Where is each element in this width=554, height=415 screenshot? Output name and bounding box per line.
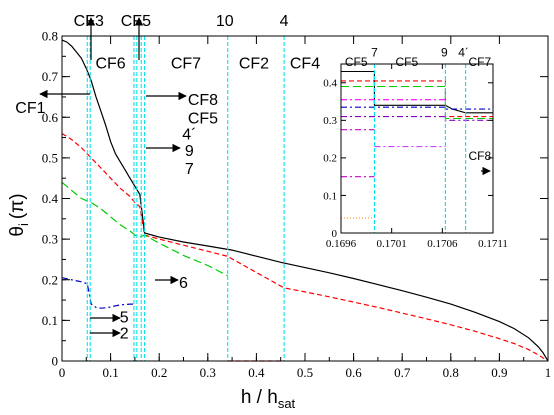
main-xtick-label-2: 0.2 (151, 365, 167, 380)
main-ytick-label-6: 0.6 (42, 110, 59, 125)
y-axis-label: θi(π) (7, 193, 31, 236)
main-xtick-label-9: 0.9 (491, 365, 507, 380)
inset-label-0: 7 (371, 45, 378, 59)
inset-label-5: CF7 (468, 55, 491, 69)
main-label-11: 4´ (182, 127, 196, 144)
main-xtick-label-8: 0.8 (443, 365, 459, 380)
main-ytick-label-2: 0.2 (42, 272, 58, 287)
inset-cyan-vlines (373, 64, 467, 233)
main-xtick-label-7: 0.7 (394, 365, 411, 380)
main-label-6: CF2 (239, 56, 269, 73)
main-ytick-label-4: 0.4 (42, 191, 59, 206)
main-label-3: 4 (280, 13, 289, 30)
inset-ytick-label-4: 0.4 (323, 78, 337, 90)
main-axis-ticks: 0 0.1 0.2 0.3 0.4 0.5 0.6 0.7 0.8 0.9 100.10.20.30… (42, 29, 552, 380)
inset-ytick-label-1: 0.1 (323, 190, 337, 202)
main-label-10: CF5 (188, 110, 218, 127)
inset-plot: 0.1696 0.1701 0.1706 0.1711 0 0.1 0.2 0.3 0.4 7 9… (323, 45, 508, 250)
main-label-9: CF8 (188, 92, 218, 109)
main-label-8: CF1 (15, 100, 45, 117)
main-ytick-label-1: 0.1 (42, 313, 58, 328)
main-ytick-label-7: 0.7 (42, 69, 59, 84)
inset-background (341, 64, 493, 233)
inset-label-6: CF8 (468, 149, 491, 163)
inset-xtick-label-3: 0.1711 (478, 238, 508, 250)
annotation-arrows (39, 17, 187, 338)
main-xtick-label-10: 1 (545, 365, 552, 380)
main-xtick-label-5: 0.5 (297, 365, 313, 380)
inset-xtick-label-1: 0.1701 (377, 238, 407, 250)
main-label-0: CF3 (74, 13, 104, 30)
main-xtick-label-1: 0.1 (102, 365, 118, 380)
inset-xtick-label-0: 0.1696 (326, 238, 357, 250)
main-label-7: CF4 (290, 56, 320, 73)
inset-series-line-4 (341, 106, 493, 110)
main-ytick-label-0: 0 (52, 354, 59, 369)
inset-label-1: 9 (441, 45, 448, 59)
main-label-16: 2 (120, 326, 129, 343)
main-xtick-label-4: 0.4 (248, 365, 265, 380)
main-label-4: CF6 (95, 56, 125, 73)
main-label-12: 9 (185, 143, 194, 160)
main-ytick-label-3: 0.3 (42, 232, 58, 247)
main-label-15: 5 (120, 309, 129, 326)
inset-ytick-label-3: 0.3 (323, 115, 337, 127)
inset-axis-ticks: 0.1696 0.1701 0.1706 0.1711 0 0.1 0.2 0.3 0.4 (323, 64, 508, 250)
main-cyan-vlines (86, 36, 285, 361)
main-series-line-4 (61, 277, 134, 309)
inset-series-line-1 (341, 80, 493, 118)
inset-label-4: CF5 (396, 55, 419, 69)
inset-plot-frame (340, 63, 494, 234)
main-series-line-3 (61, 181, 228, 277)
main-xtick-label-0: 0 (59, 365, 66, 380)
main-series-line-1 (61, 132, 549, 362)
main-xtick-label-3: 0.3 (200, 365, 216, 380)
inset-ytick-label-0: 0 (332, 228, 338, 240)
main-xtick-label-6: 0.6 (345, 365, 362, 380)
main-ytick-label-5: 0.5 (42, 150, 58, 165)
x-axis-label: h / hsat (241, 387, 296, 411)
inset-ytick-label-2: 0.2 (323, 153, 337, 165)
main-ytick-label-8: 0.8 (42, 29, 58, 44)
inset-series-line-5 (341, 116, 493, 121)
main-label-14: 6 (179, 275, 188, 292)
inset-xtick-label-2: 0.1706 (427, 238, 458, 250)
main-label-5: CF7 (171, 56, 201, 73)
main-label-13: 7 (185, 161, 194, 178)
main-series-line-0 (61, 39, 549, 362)
inset-annotation-labels: 7 9 4´ CF5 CF5 CF7 CF8 (345, 45, 492, 162)
main-label-1: CF5 (121, 13, 151, 30)
inset-label-2: 4´ (458, 45, 469, 59)
main-label-2: 10 (216, 13, 234, 30)
inset-label-3: CF5 (345, 55, 368, 69)
